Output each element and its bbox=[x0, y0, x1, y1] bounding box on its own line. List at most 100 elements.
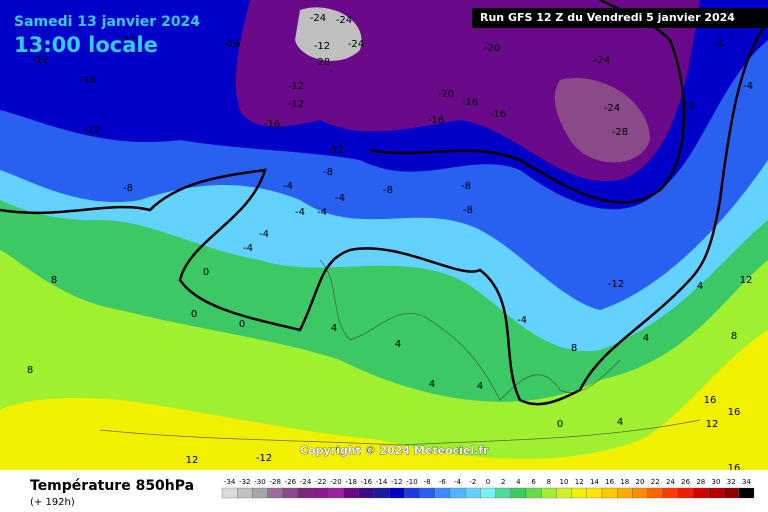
map-label: 12 bbox=[186, 455, 199, 466]
map-label: -16 bbox=[224, 39, 240, 50]
map-label: 4 bbox=[643, 333, 649, 344]
map-label: -16 bbox=[490, 109, 506, 120]
scale-swatch bbox=[556, 487, 572, 499]
map-label: -4 bbox=[335, 193, 345, 204]
scale-swatch bbox=[358, 487, 375, 499]
copyright: Copyright © 2024 Meteociel.fr bbox=[300, 444, 489, 457]
map-label: -12 bbox=[314, 41, 330, 52]
map-label: -12 bbox=[328, 145, 344, 156]
scale-swatch bbox=[723, 487, 739, 499]
scale-swatch bbox=[465, 487, 481, 499]
map-label: -4 bbox=[243, 243, 253, 254]
time: 13:00 locale bbox=[14, 33, 158, 57]
map-label: -12 bbox=[84, 125, 100, 136]
map-label: -4 bbox=[713, 39, 723, 50]
zone-core bbox=[295, 7, 362, 61]
scale-label: -10 bbox=[406, 478, 417, 486]
map-label: 8 bbox=[27, 365, 33, 376]
scale-swatch bbox=[313, 487, 329, 499]
scale-label: 18 bbox=[620, 478, 629, 486]
map-label: -24 bbox=[604, 103, 620, 114]
map-label: -4 bbox=[317, 207, 327, 218]
map-label: -8 bbox=[383, 185, 393, 196]
scale-swatch bbox=[541, 487, 557, 499]
map-label: -20 bbox=[484, 43, 500, 54]
scale-swatch bbox=[586, 487, 603, 499]
scale-label: 10 bbox=[560, 478, 569, 486]
footer-title: Température 850hPa bbox=[30, 478, 194, 494]
scale-swatch bbox=[495, 487, 511, 499]
scale-label: -8 bbox=[424, 478, 431, 486]
scale-swatch bbox=[708, 487, 724, 499]
map-label: 12 bbox=[740, 275, 753, 286]
map-label: 4 bbox=[617, 417, 623, 428]
scale-swatch bbox=[404, 487, 420, 499]
map-label: 0 bbox=[191, 309, 197, 320]
scale-swatch bbox=[601, 487, 618, 499]
scale-swatch bbox=[571, 487, 587, 499]
map-label: 4 bbox=[429, 379, 435, 390]
map-label: -4 bbox=[743, 81, 753, 92]
scale-label: 8 bbox=[547, 478, 551, 486]
scale-swatch bbox=[434, 487, 451, 499]
map-label: -8 bbox=[123, 183, 133, 194]
isotherms bbox=[0, 0, 768, 406]
scale-label: -12 bbox=[391, 478, 402, 486]
scale-swatch bbox=[449, 487, 466, 499]
scale-label: 22 bbox=[651, 478, 660, 486]
scale-label: 28 bbox=[696, 478, 705, 486]
scale-label: 32 bbox=[727, 478, 736, 486]
map-label: -24 bbox=[310, 13, 326, 24]
scale-swatch bbox=[237, 487, 253, 499]
coastlines bbox=[99, 259, 701, 446]
map-label: 8 bbox=[731, 331, 737, 342]
map-label: -24 bbox=[336, 15, 352, 26]
map-label: -12 bbox=[32, 55, 48, 66]
scale-label: -22 bbox=[315, 478, 326, 486]
scale-swatch bbox=[373, 487, 390, 499]
map-label: 4 bbox=[477, 381, 483, 392]
scale-label: -32 bbox=[239, 478, 250, 486]
scale-swatch bbox=[510, 487, 527, 499]
scale-label: -6 bbox=[439, 478, 447, 486]
map-label: -16 bbox=[428, 115, 444, 126]
scale-label: -28 bbox=[269, 478, 280, 486]
scale-swatch bbox=[617, 487, 633, 499]
scale-label: -20 bbox=[330, 478, 341, 486]
scale-label: -30 bbox=[254, 478, 265, 486]
map-label: -12 bbox=[288, 99, 304, 110]
scale-label: -34 bbox=[224, 478, 236, 486]
scale-label: 24 bbox=[666, 478, 675, 486]
scale-swatch bbox=[525, 487, 542, 499]
map-label: -12 bbox=[288, 81, 304, 92]
scale-swatch bbox=[343, 487, 359, 499]
scale-swatch bbox=[647, 487, 663, 499]
scale-swatch bbox=[252, 487, 268, 499]
scale-swatch bbox=[677, 487, 694, 499]
map-label: -8 bbox=[463, 205, 473, 216]
scale-swatch bbox=[328, 487, 344, 499]
footer-lead: (+ 192h) bbox=[30, 497, 75, 508]
map-label: -24 bbox=[348, 39, 364, 50]
map-label: -28 bbox=[314, 57, 330, 68]
scale-label: 2 bbox=[501, 478, 505, 486]
map-label: -12 bbox=[120, 35, 136, 46]
scale-label: -2 bbox=[469, 478, 476, 486]
map-label: -8 bbox=[461, 181, 471, 192]
map-label: -4 bbox=[517, 315, 527, 326]
scale-label: 4 bbox=[516, 478, 521, 486]
map-label: 16 bbox=[728, 407, 741, 418]
map-label: 0 bbox=[203, 267, 209, 278]
map-label: -16 bbox=[80, 75, 96, 86]
map-label: 0 bbox=[557, 419, 563, 430]
map-label: 4 bbox=[331, 323, 337, 334]
scale-label: 6 bbox=[531, 478, 536, 486]
scale-label: -26 bbox=[285, 478, 297, 486]
scale-label: 12 bbox=[575, 478, 584, 486]
run-box bbox=[472, 8, 768, 28]
scale-label: -16 bbox=[361, 478, 373, 486]
map-label: -20 bbox=[438, 89, 454, 100]
scale-label: -14 bbox=[376, 478, 388, 486]
run-info: Run GFS 12 Z du Vendredi 5 janvier 2024 bbox=[480, 11, 735, 24]
